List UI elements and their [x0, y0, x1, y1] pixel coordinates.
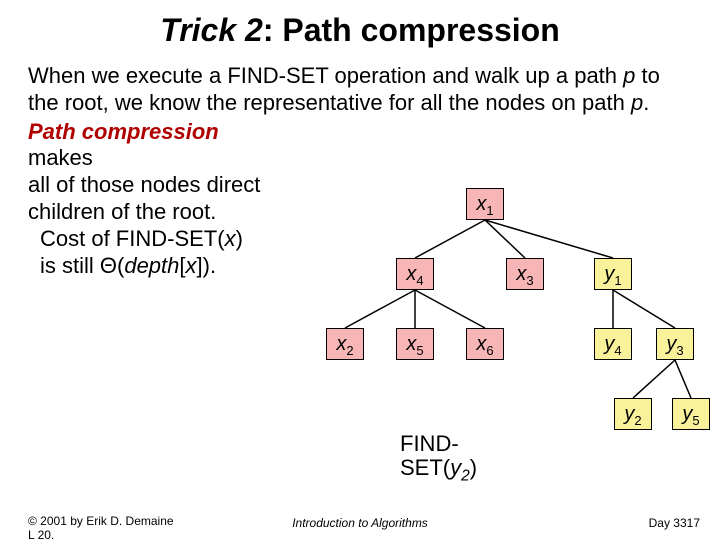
l3: children of the root.: [28, 199, 216, 224]
left-text-block: Path compression makes all of those node…: [28, 119, 328, 280]
node-x1: x1: [466, 188, 504, 220]
node-x2: x2: [326, 328, 364, 360]
title-rest: : Path compression: [263, 12, 560, 48]
node-x5: x5: [396, 328, 434, 360]
node-y1: y1: [594, 258, 632, 290]
node-y5: y5: [672, 398, 710, 430]
depth-line: is still Θ(depth[x]).: [40, 253, 216, 278]
slide-title: Trick 2: Path compression: [0, 12, 720, 49]
node-x3: x3: [506, 258, 544, 290]
node-y2: y2: [614, 398, 652, 430]
footer-right: Day 3317: [649, 516, 700, 530]
find-set-caption: FIND- SET(y2): [400, 432, 477, 486]
intro-paragraph: When we execute a FIND-SET operation and…: [28, 63, 692, 117]
title-trick: Trick 2: [160, 12, 263, 48]
node-x6: x6: [466, 328, 504, 360]
tree-diagram: x1 x4 x3 y1 x2 x5 x6 y4 y3 y2 y5: [300, 182, 720, 482]
cost-line: Cost of FIND-SET(x): [40, 226, 243, 251]
footer-center: Introduction to Algorithms: [0, 516, 720, 530]
node-y4: y4: [594, 328, 632, 360]
node-y3: y3: [656, 328, 694, 360]
l2: all of those nodes direct: [28, 172, 260, 197]
path-compression-label: Path compression: [28, 119, 219, 144]
node-x4: x4: [396, 258, 434, 290]
l1: makes: [28, 145, 93, 170]
